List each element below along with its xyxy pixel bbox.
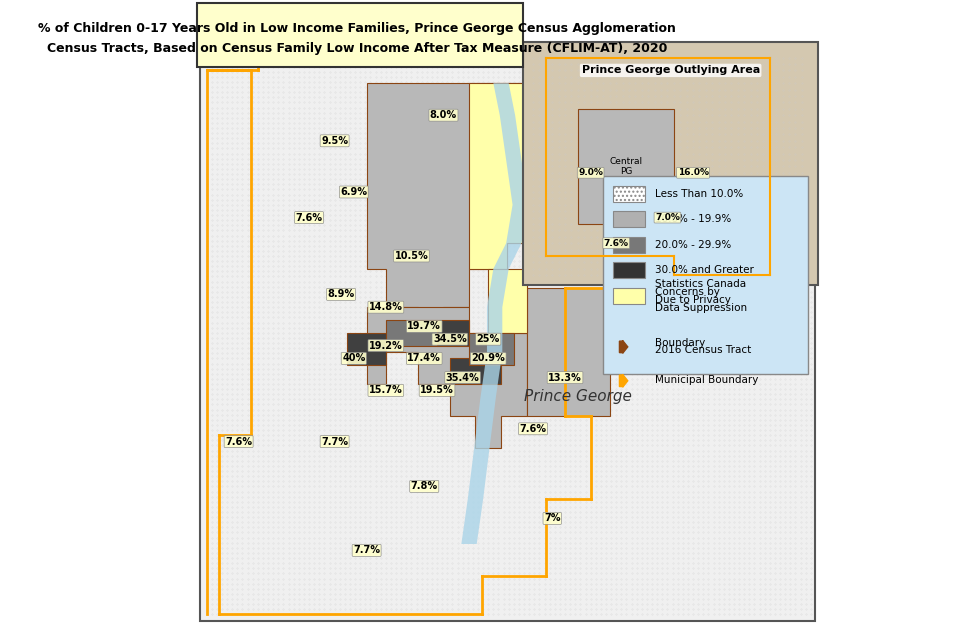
Text: Due to Privacy: Due to Privacy <box>655 295 731 305</box>
FancyArrow shape <box>619 374 628 387</box>
Polygon shape <box>489 269 527 333</box>
Text: 20.9%: 20.9% <box>471 353 505 364</box>
Text: Less Than 10.0%: Less Than 10.0% <box>655 189 743 198</box>
Text: 17.4%: 17.4% <box>407 353 441 364</box>
Text: 19.7%: 19.7% <box>407 321 441 332</box>
Text: 10.0% - 19.9%: 10.0% - 19.9% <box>655 214 731 224</box>
Text: % of Children 0-17 Years Old in Low Income Families, Prince George Census Agglom: % of Children 0-17 Years Old in Low Inco… <box>38 22 676 35</box>
FancyBboxPatch shape <box>523 42 818 285</box>
Text: Concerns by: Concerns by <box>655 287 719 297</box>
Text: 2016 Census Tract: 2016 Census Tract <box>655 346 751 355</box>
Polygon shape <box>469 83 527 269</box>
Bar <box>613 288 645 304</box>
Text: 7.6%: 7.6% <box>226 436 252 447</box>
Polygon shape <box>386 320 437 346</box>
Text: 13.3%: 13.3% <box>548 372 582 383</box>
Text: Census Tracts, Based on Census Family Low Income After Tax Measure (CFLIM-AT), 2: Census Tracts, Based on Census Family Lo… <box>47 42 667 54</box>
Text: 35.4%: 35.4% <box>445 372 479 383</box>
Polygon shape <box>527 288 610 416</box>
Text: 14.8%: 14.8% <box>369 302 403 312</box>
Text: 7.0%: 7.0% <box>655 213 680 222</box>
Bar <box>613 186 645 202</box>
Text: 20.0% - 29.9%: 20.0% - 29.9% <box>655 240 731 250</box>
Text: 7.6%: 7.6% <box>296 212 323 223</box>
Text: 9.0%: 9.0% <box>578 168 603 177</box>
Polygon shape <box>437 320 469 346</box>
Text: 19.2%: 19.2% <box>369 340 402 351</box>
Text: 7.8%: 7.8% <box>411 481 438 492</box>
Text: 7.7%: 7.7% <box>353 545 380 556</box>
FancyArrow shape <box>619 340 628 353</box>
Text: 9.5%: 9.5% <box>322 136 348 146</box>
Bar <box>613 237 645 253</box>
FancyBboxPatch shape <box>197 3 523 67</box>
Bar <box>613 211 645 227</box>
Text: Central
PG: Central PG <box>610 157 642 176</box>
Text: 8.0%: 8.0% <box>430 110 457 120</box>
Polygon shape <box>367 307 527 448</box>
Text: 30.0% and Greater: 30.0% and Greater <box>655 266 754 275</box>
Text: 7.6%: 7.6% <box>519 424 546 434</box>
Text: Municipal Boundary: Municipal Boundary <box>655 376 758 385</box>
Text: 7.7%: 7.7% <box>322 436 348 447</box>
Text: 6.9%: 6.9% <box>341 187 368 197</box>
Polygon shape <box>348 333 386 365</box>
Text: 40%: 40% <box>342 353 366 364</box>
Bar <box>613 262 645 278</box>
Polygon shape <box>469 333 514 365</box>
Text: Data Suppression: Data Suppression <box>655 303 747 312</box>
Text: Prince George Outlying Area: Prince George Outlying Area <box>582 65 759 76</box>
FancyBboxPatch shape <box>604 176 808 374</box>
Polygon shape <box>367 83 527 333</box>
Text: 25%: 25% <box>476 334 500 344</box>
Text: 10.5%: 10.5% <box>395 251 428 261</box>
Text: 7%: 7% <box>544 513 561 524</box>
Bar <box>201 58 815 621</box>
Text: 7.6%: 7.6% <box>604 239 629 248</box>
Text: Boundary: Boundary <box>655 338 705 348</box>
Polygon shape <box>450 358 501 384</box>
Polygon shape <box>462 83 528 544</box>
Text: 15.7%: 15.7% <box>369 385 402 396</box>
Text: 16.0%: 16.0% <box>678 168 708 177</box>
Text: Statistics Canada: Statistics Canada <box>655 280 746 289</box>
Text: 19.5%: 19.5% <box>420 385 454 396</box>
Bar <box>578 109 674 224</box>
Text: 8.9%: 8.9% <box>327 289 354 300</box>
Text: Prince George: Prince George <box>524 389 632 404</box>
Text: 34.5%: 34.5% <box>433 334 467 344</box>
